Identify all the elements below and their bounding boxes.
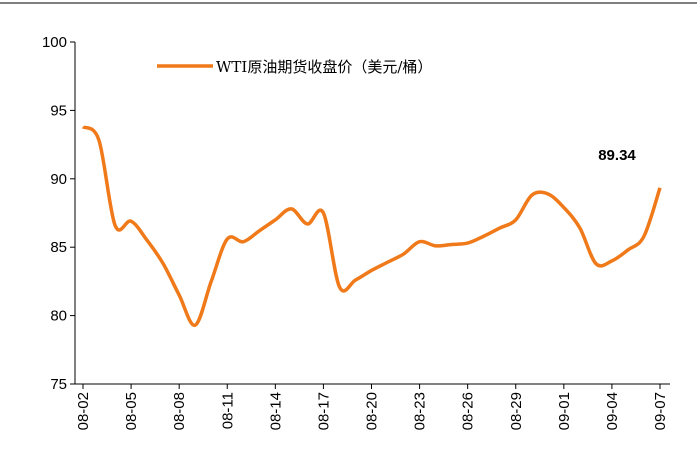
y-tick-label: 95 [50, 102, 67, 119]
x-tick-label: 08-11 [219, 392, 236, 429]
x-tick-label: 08-26 [460, 392, 477, 430]
y-tick-label: 85 [50, 239, 67, 256]
data-line [81, 125, 662, 327]
x-tick-label: 08-08 [171, 392, 188, 430]
x-tick-label: 09-04 [604, 392, 621, 430]
legend-label: WTI原油期货收盘价（美元/桶） [216, 58, 432, 76]
annotation: 89.34 [598, 147, 636, 164]
x-tick-label: 09-01 [556, 392, 573, 430]
y-tick-label: 80 [50, 308, 67, 325]
x-tick-label: 08-17 [315, 392, 332, 430]
x-tick-label: 08-29 [508, 392, 525, 430]
x-tick-label: 08-23 [412, 392, 429, 430]
y-tick-label: 90 [50, 171, 67, 188]
x-tick-label: 08-14 [267, 392, 284, 430]
y-tick-label: 100 [42, 34, 67, 51]
x-tick-label: 09-07 [652, 392, 669, 430]
y-tick-label: 75 [50, 376, 67, 393]
x-tick-label: 08-02 [75, 392, 92, 430]
x-tick-label: 08-20 [364, 392, 381, 430]
x-tick-label: 08-05 [123, 392, 140, 430]
